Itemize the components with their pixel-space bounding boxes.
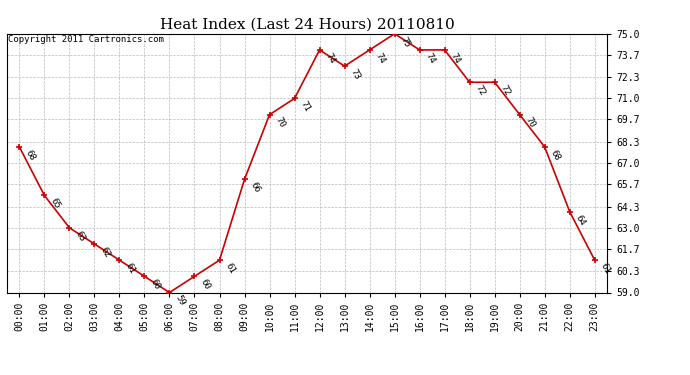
Text: 63: 63 [74, 229, 87, 243]
Text: 72: 72 [474, 84, 487, 98]
Text: 64: 64 [574, 213, 587, 227]
Text: 66: 66 [248, 181, 262, 195]
Text: 74: 74 [424, 51, 437, 65]
Text: 70: 70 [524, 116, 537, 130]
Text: 60: 60 [199, 278, 212, 291]
Text: Copyright 2011 Cartronics.com: Copyright 2011 Cartronics.com [8, 35, 164, 44]
Text: 62: 62 [99, 245, 112, 259]
Text: 70: 70 [274, 116, 287, 130]
Text: 74: 74 [448, 51, 462, 65]
Title: Heat Index (Last 24 Hours) 20110810: Heat Index (Last 24 Hours) 20110810 [159, 17, 455, 31]
Text: 72: 72 [499, 84, 512, 98]
Text: 59: 59 [174, 294, 187, 308]
Text: 75: 75 [399, 35, 412, 49]
Text: 73: 73 [348, 68, 362, 81]
Text: 74: 74 [324, 51, 337, 65]
Text: 68: 68 [549, 148, 562, 162]
Text: 65: 65 [48, 197, 61, 211]
Text: 71: 71 [299, 100, 312, 114]
Text: 60: 60 [148, 278, 161, 291]
Text: 61: 61 [599, 261, 612, 275]
Text: 61: 61 [124, 261, 137, 275]
Text: 68: 68 [23, 148, 37, 162]
Text: 74: 74 [374, 51, 387, 65]
Text: 61: 61 [224, 261, 237, 275]
